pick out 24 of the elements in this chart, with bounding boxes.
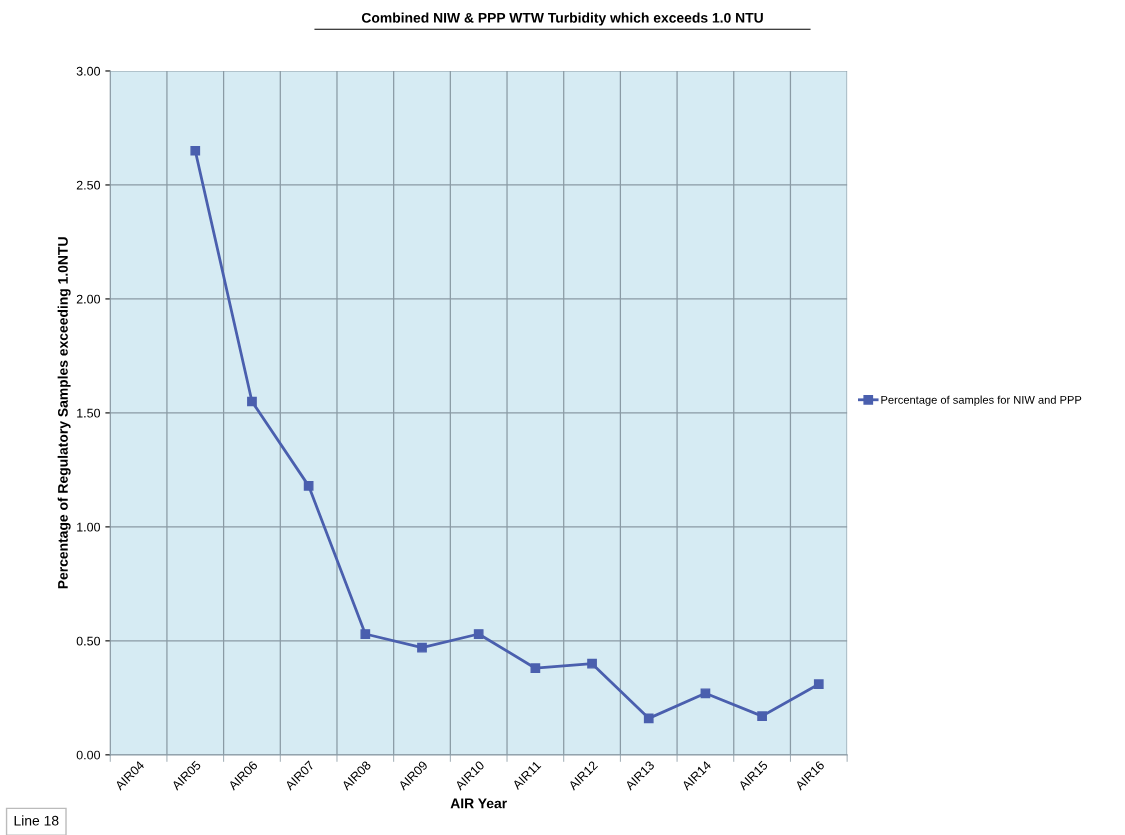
y-tick-label: 2.00 bbox=[76, 294, 101, 304]
y-tick-label: 1.00 bbox=[77, 522, 101, 532]
point bbox=[247, 396, 257, 407]
y-tick-label: 1.50 bbox=[77, 408, 101, 418]
legend-label: Percentage of samples for NIW and PPP bbox=[881, 395, 1082, 406]
y-tick-label: 2.50 bbox=[76, 180, 101, 190]
point bbox=[700, 688, 711, 699]
point bbox=[813, 679, 824, 690]
text: Line 18 bbox=[14, 815, 59, 826]
point bbox=[303, 480, 314, 491]
point bbox=[530, 663, 541, 674]
y-tick-label: 0.50 bbox=[76, 636, 101, 646]
point bbox=[417, 642, 427, 653]
point bbox=[757, 711, 767, 721]
point bbox=[643, 713, 654, 724]
x-axis-title: AIR Year bbox=[450, 798, 507, 809]
point bbox=[190, 145, 201, 156]
y-tick-label: 3.00 bbox=[76, 66, 101, 76]
point bbox=[360, 629, 371, 639]
point bbox=[473, 629, 484, 639]
point bbox=[587, 658, 597, 669]
y-tick-label: 0.00 bbox=[76, 750, 101, 760]
chart-title: Combined NIW & PPP WTW Turbidity which exceeds 1.0 NTU bbox=[361, 12, 763, 26]
y-axis-title: Percentage of Regulatory Samples exceeding 1.0NTU bbox=[57, 237, 71, 589]
